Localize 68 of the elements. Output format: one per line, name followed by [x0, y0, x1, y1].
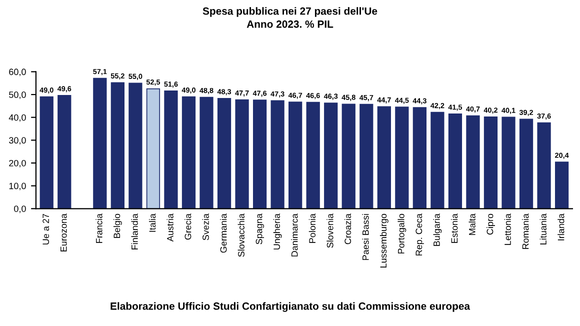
x-tick-label: Lituania	[540, 214, 546, 244]
bar	[412, 107, 426, 209]
bar	[324, 102, 338, 209]
x-tick-label: Eurozona	[60, 214, 67, 252]
x-tick-label: Ue a 27	[42, 214, 50, 244]
text: Elaborazione Ufficio Studi Confartigianato su dati Commissione europea	[110, 302, 470, 312]
bar	[377, 106, 391, 209]
bar	[128, 82, 142, 209]
x-tick-label: Irlanda	[558, 214, 564, 240]
x-tick-label: Spagna	[256, 214, 264, 244]
bar	[554, 162, 569, 209]
chart-subtitle: Anno 2023. % PIL	[246, 20, 334, 28]
x-tick-label: Paesi Bassi	[362, 214, 369, 260]
x-tick-label: Danimarca	[291, 214, 298, 256]
x-tick-label: Grecia	[184, 214, 192, 240]
x-tick-label: Finlandia	[131, 214, 138, 250]
bar	[182, 96, 196, 209]
x-tick-label: Slovenia	[326, 214, 334, 248]
bar	[395, 106, 409, 209]
bar	[466, 115, 480, 209]
bar	[93, 78, 107, 209]
x-tick-label: Bulgaria	[433, 214, 442, 246]
x-tick-label: Ungheria	[273, 214, 282, 250]
y-tick-label: 30,0	[9, 137, 26, 145]
x-tick-label: Belgio	[113, 214, 122, 238]
bar	[270, 100, 284, 209]
bar	[217, 98, 232, 209]
bar	[58, 95, 72, 209]
bar	[164, 90, 178, 209]
x-tick-label: Germania	[220, 214, 227, 253]
bar	[484, 116, 498, 209]
bar	[235, 99, 249, 209]
y-tick-label: 50,0	[9, 92, 26, 99]
x-tick-label: Italia	[149, 214, 156, 232]
bar	[519, 118, 534, 209]
bar	[110, 82, 124, 209]
bar	[288, 102, 302, 209]
x-tick-label: Portogallo	[398, 214, 406, 254]
x-tick-label: Malta	[468, 214, 476, 235]
x-tick-label: Svezia	[202, 214, 209, 240]
x-tick-label: Lettonia	[504, 214, 511, 245]
y-tick-label: 40,0	[8, 114, 26, 122]
x-tick-label: Francia	[96, 214, 102, 243]
x-tick-label: Romania	[522, 214, 529, 249]
chart-title: Spesa pubblica nei 27 paesi dell'Ue	[202, 7, 378, 17]
bar	[40, 96, 54, 209]
x-tick-label: Rep. Ceca	[416, 214, 424, 256]
x-tick-label: Slovacchia	[238, 214, 244, 257]
bar	[200, 96, 214, 209]
x-tick-label: Polonia	[308, 214, 316, 243]
bar	[448, 114, 462, 209]
x-tick-label: Austria	[166, 214, 174, 242]
bar	[306, 102, 320, 209]
bar	[537, 122, 551, 209]
y-tick-label: 60,0	[9, 68, 26, 76]
x-tick-label: Lussemburgo	[380, 214, 388, 268]
x-tick-label: Estonia	[451, 214, 458, 243]
x-tick-label: Cipro	[486, 214, 495, 235]
y-tick-label: 0,0	[14, 206, 26, 214]
bar	[342, 104, 356, 209]
bar	[252, 100, 267, 209]
y-tick-label: 20,0	[9, 160, 26, 168]
bar	[430, 112, 444, 209]
bar	[146, 88, 160, 209]
y-tick-label: 10,0	[9, 182, 26, 190]
bar	[502, 116, 516, 209]
bar	[360, 104, 374, 209]
x-tick-label: Croazia	[344, 214, 352, 244]
